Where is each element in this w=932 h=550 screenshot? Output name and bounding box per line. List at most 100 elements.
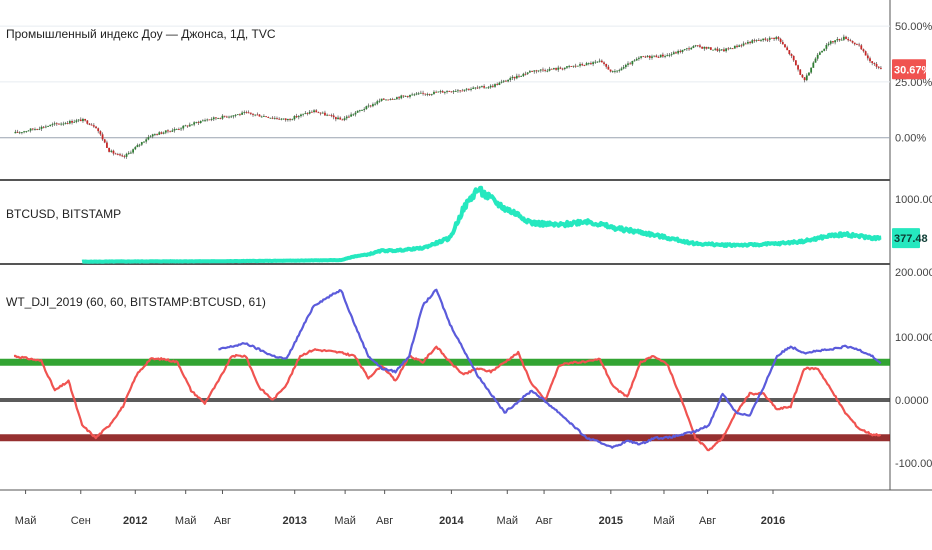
dji-candle-body — [177, 129, 180, 130]
dji-candle-body — [790, 54, 793, 56]
dji-candle-body — [110, 150, 113, 152]
dji-candle-body — [768, 37, 771, 40]
btc-pane[interactable]: BTCUSD, BITSTAMP 1000.00 200.0000 377.48 — [6, 185, 932, 279]
dji-candle-body — [535, 70, 538, 72]
dji-candle-body — [657, 57, 660, 58]
dji-candle-body — [348, 116, 350, 118]
wt-axis-label: 0.0000 — [895, 395, 929, 407]
dji-candle-body — [66, 123, 69, 124]
dji-candle-body — [317, 112, 320, 114]
dji-candle-body — [594, 61, 597, 63]
dji-candle-body — [598, 60, 601, 62]
dji-candle-body — [116, 154, 119, 156]
dji-candle-body — [481, 86, 483, 87]
dji-candle-body — [258, 114, 261, 117]
dji-candle-body — [664, 56, 666, 57]
dji-candle-body — [289, 119, 291, 120]
dji-candle-body — [494, 84, 496, 87]
dji-candle-body — [825, 44, 828, 49]
dji-candle-body — [385, 99, 387, 101]
dji-candle-body — [77, 119, 80, 121]
wt-pane[interactable]: WT_DJI_2019 (60, 60, BITSTAMP:BTCUSD, 61… — [0, 288, 932, 470]
dji-candle-body — [352, 114, 355, 116]
dji-candle-body — [470, 88, 472, 90]
dji-candle-body — [267, 117, 270, 118]
dji-candle-body — [60, 123, 63, 125]
dji-candle-body — [156, 134, 158, 135]
dji-candle-body — [188, 124, 191, 127]
dji-axis-label: 50.00% — [895, 21, 932, 33]
dji-candle-body — [138, 144, 141, 146]
dji-candle-body — [446, 91, 448, 93]
dji-candle-body — [324, 112, 326, 116]
dji-candle-body — [215, 117, 217, 119]
dji-candle-body — [703, 46, 706, 49]
wt-value-axis[interactable]: 100.0000 0.0000 -100.0000 — [895, 332, 932, 470]
time-label: Авг — [535, 515, 552, 527]
dji-candle-body — [751, 40, 754, 43]
dji-candle-body — [836, 39, 839, 41]
dji-candle-body — [334, 117, 337, 120]
dji-price-axis[interactable]: 50.00% 25.00% 0.00% — [895, 21, 932, 145]
dji-candle-body — [29, 128, 32, 131]
dji-candle-body — [271, 117, 274, 119]
dji-candle-body — [561, 68, 564, 70]
dji-candle-body — [712, 49, 714, 51]
dji-candle-body — [805, 75, 808, 81]
dji-candle-body — [688, 48, 690, 50]
dji-candle-body — [430, 93, 433, 95]
dji-candle-body — [812, 62, 815, 68]
dji-candle-body — [605, 63, 608, 67]
dji-candle-body — [718, 49, 721, 51]
time-label: 2016 — [761, 515, 785, 527]
dji-candle-body — [34, 129, 36, 130]
dji-candle-body — [206, 119, 209, 121]
dji-candle-body — [173, 129, 176, 131]
dji-candle-body — [755, 40, 758, 41]
dji-candle-body — [343, 118, 346, 120]
dji-candle-body — [319, 112, 322, 114]
dji-candle-body — [727, 48, 730, 50]
dji-candle-body — [53, 123, 56, 125]
dji-candle-body — [618, 70, 621, 72]
dji-candle-body — [21, 132, 23, 134]
dji-candle-body — [568, 66, 571, 67]
time-axis[interactable]: Май Сен 2012 Май Авг 2013 Май Авг 2014 Май Авг 2015… — [15, 490, 785, 527]
dji-candle-body — [638, 57, 640, 59]
dji-candle-body — [683, 49, 686, 50]
btc-price-axis[interactable]: 1000.00 200.0000 — [895, 194, 932, 279]
dji-candle-body — [149, 136, 152, 138]
dji-candle-body — [576, 65, 579, 67]
dji-candle-body — [579, 64, 581, 66]
dji-candle-body — [225, 116, 228, 118]
time-label: 2015 — [599, 515, 623, 527]
dji-candle-body — [803, 77, 806, 81]
dji-candle-body — [378, 100, 381, 102]
dji-candle-body — [614, 70, 616, 72]
dji-pane[interactable]: Промышленный индекс Доу — Джонса, 1Д, TV… — [0, 21, 932, 159]
dji-candle-body — [232, 115, 235, 117]
dji-candle-body — [396, 97, 398, 99]
dji-candle-body — [38, 128, 41, 130]
time-label: Май — [175, 515, 197, 527]
dji-candle-body — [398, 97, 400, 99]
dji-candle-body — [409, 94, 411, 97]
dji-candle-body — [709, 47, 712, 50]
dji-candle-body — [661, 54, 664, 57]
dji-candle-body — [108, 147, 111, 152]
dji-candle-body — [112, 150, 115, 154]
dji-candle-body — [36, 129, 39, 130]
dji-candle-body — [528, 71, 531, 73]
dji-candle-body — [853, 42, 856, 45]
dji-candle-body — [592, 62, 595, 65]
dji-candle-body — [132, 149, 134, 153]
dji-candle-body — [27, 130, 30, 132]
dji-badge-background — [892, 59, 926, 80]
wt-axis-label: -100.0000 — [895, 458, 932, 470]
dji-candle-body — [49, 124, 52, 127]
dji-candle-body — [583, 65, 586, 66]
dji-candle-body — [103, 139, 106, 143]
dji-candle-body — [276, 118, 278, 119]
dji-candle-body — [505, 80, 507, 82]
dji-candle-body — [245, 112, 248, 113]
